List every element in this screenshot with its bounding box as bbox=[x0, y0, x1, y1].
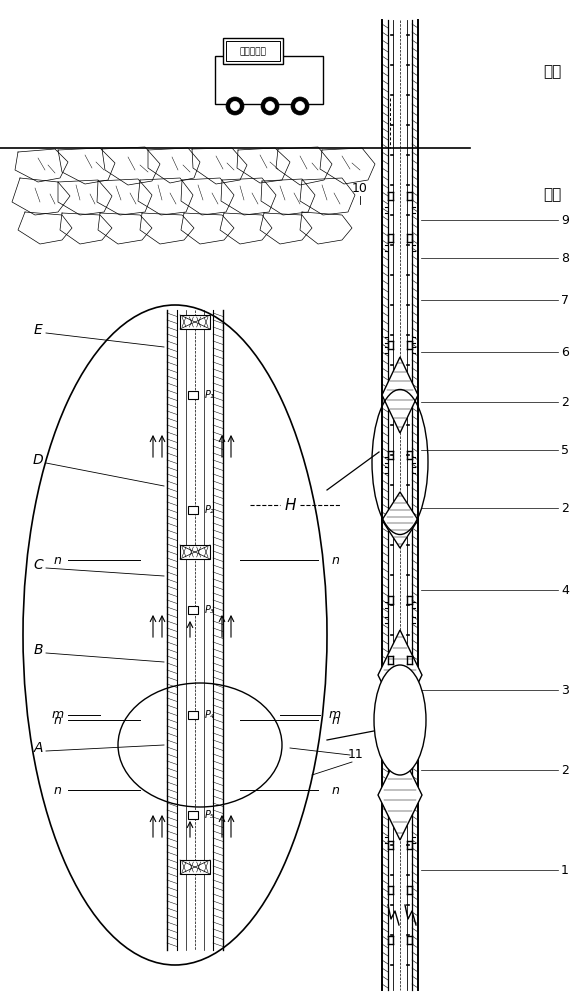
Polygon shape bbox=[382, 492, 418, 548]
Circle shape bbox=[226, 97, 244, 115]
Polygon shape bbox=[378, 630, 422, 720]
Text: P₂: P₂ bbox=[205, 505, 215, 515]
Text: m: m bbox=[52, 708, 64, 722]
Bar bbox=[188, 391, 198, 399]
Text: 7: 7 bbox=[561, 294, 569, 306]
Polygon shape bbox=[378, 750, 422, 840]
Text: D: D bbox=[33, 453, 43, 467]
Circle shape bbox=[265, 102, 275, 110]
Text: 9: 9 bbox=[561, 214, 569, 227]
Circle shape bbox=[261, 97, 279, 115]
Bar bbox=[188, 811, 198, 819]
Text: 2: 2 bbox=[561, 502, 569, 514]
Text: P₁: P₁ bbox=[205, 390, 215, 400]
Text: m: m bbox=[329, 708, 341, 722]
Circle shape bbox=[291, 97, 309, 115]
Bar bbox=[188, 506, 198, 514]
Polygon shape bbox=[382, 357, 418, 433]
Text: 1: 1 bbox=[561, 863, 569, 876]
Text: C: C bbox=[33, 558, 43, 572]
Text: B: B bbox=[34, 643, 43, 657]
Text: A: A bbox=[34, 741, 43, 755]
Circle shape bbox=[295, 102, 305, 110]
Text: n: n bbox=[54, 714, 62, 726]
Text: 地下: 地下 bbox=[543, 188, 561, 202]
Text: n: n bbox=[331, 554, 339, 566]
Text: 4: 4 bbox=[561, 584, 569, 596]
Text: P₃: P₃ bbox=[205, 605, 215, 615]
Text: n: n bbox=[331, 784, 339, 796]
Text: n: n bbox=[54, 784, 62, 796]
Circle shape bbox=[231, 102, 239, 110]
Bar bbox=[180, 860, 210, 874]
Text: 5: 5 bbox=[561, 444, 569, 456]
Text: 6: 6 bbox=[561, 346, 569, 359]
Text: 11: 11 bbox=[348, 748, 364, 762]
Text: 3: 3 bbox=[561, 684, 569, 696]
Text: 2: 2 bbox=[561, 764, 569, 776]
Text: 地面: 地面 bbox=[543, 64, 561, 80]
Text: 8: 8 bbox=[561, 251, 569, 264]
Text: n: n bbox=[331, 714, 339, 726]
Text: 10: 10 bbox=[352, 182, 368, 194]
Text: E: E bbox=[34, 323, 42, 337]
Text: H: H bbox=[284, 497, 296, 512]
Bar bbox=[180, 545, 210, 559]
Text: 2: 2 bbox=[561, 395, 569, 408]
Text: n: n bbox=[54, 554, 62, 566]
Text: P₅: P₅ bbox=[205, 810, 215, 820]
Text: 地面测井车: 地面测井车 bbox=[239, 47, 266, 56]
Bar bbox=[215, 56, 323, 104]
Bar bbox=[223, 38, 283, 64]
Bar bbox=[188, 711, 198, 719]
Text: P₄: P₄ bbox=[205, 710, 215, 720]
Bar bbox=[226, 41, 280, 61]
Bar bbox=[180, 315, 210, 329]
Ellipse shape bbox=[374, 665, 426, 775]
Bar bbox=[188, 606, 198, 614]
